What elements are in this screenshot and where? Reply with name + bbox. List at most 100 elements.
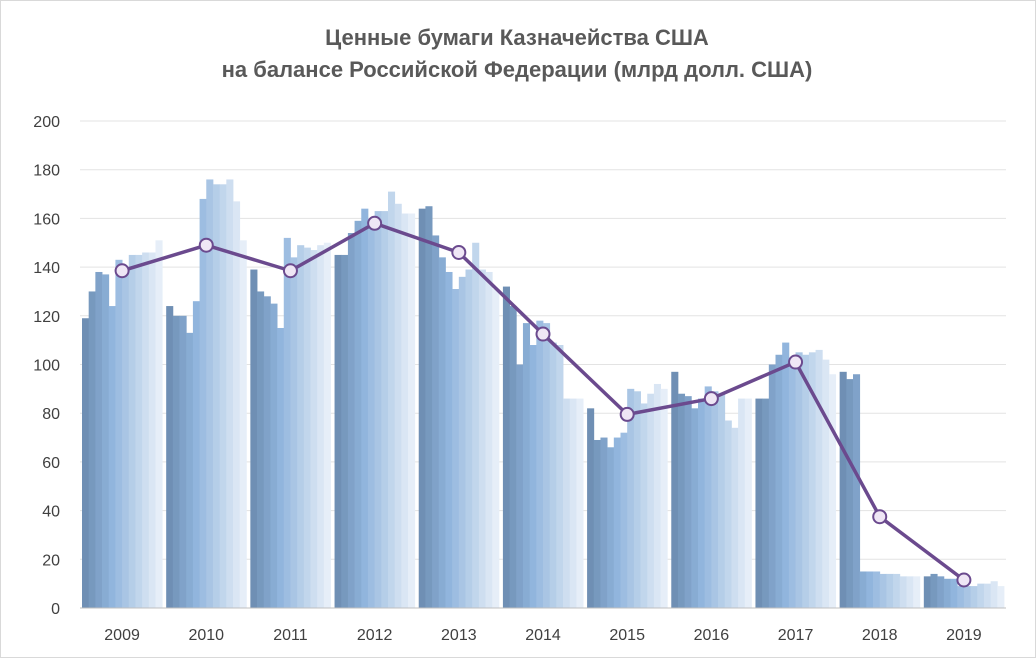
bar-2017-12	[828, 374, 837, 608]
bar-2019-4	[943, 578, 951, 608]
average-point-2009	[114, 263, 130, 279]
bar-2018-1	[839, 371, 847, 608]
bar-2014-9	[556, 345, 564, 608]
bar-2016-3	[684, 396, 692, 608]
x-tick-label-2015: 2015	[609, 627, 645, 644]
bar-2013-4	[438, 257, 446, 608]
y-axis: 0 20 40 60 80 100 120 140 160 180 200	[33, 114, 60, 618]
bar-2011-6	[283, 237, 291, 608]
bar-2011-11	[317, 245, 325, 608]
bar-2011-9	[303, 247, 311, 608]
bar-2013-12	[492, 289, 500, 608]
bar-2019-11	[990, 581, 998, 608]
bar-2015-11	[653, 383, 661, 608]
bar-2015-2	[593, 439, 601, 608]
bar-2015-10	[647, 393, 655, 608]
bar-2012-8	[381, 211, 389, 608]
bar-2010-3	[179, 315, 187, 608]
bar-2012-5	[361, 208, 369, 608]
bar-2009-5	[108, 306, 116, 608]
bar-2017-10	[815, 349, 823, 608]
y-tick-label: 100	[33, 358, 60, 375]
x-tick-label-2011: 2011	[273, 627, 308, 644]
x-tick-label-2014: 2014	[525, 627, 561, 644]
bar-2012-7	[374, 211, 382, 608]
bar-2018-7	[879, 573, 887, 608]
y-tick-label: 60	[42, 455, 60, 472]
bar-2013-1	[418, 208, 426, 608]
bar-2010-9	[219, 184, 227, 608]
bar-2018-10	[899, 576, 907, 608]
bar-2009-7	[122, 271, 130, 608]
bar-2014-7	[543, 323, 551, 608]
bar-2019-8	[970, 586, 978, 608]
x-tick-label-2019: 2019	[946, 627, 982, 644]
bar-2013-8	[465, 269, 473, 608]
bar-2019-9	[977, 583, 985, 608]
bar-2018-6	[873, 571, 881, 608]
bar-2011-4	[270, 303, 278, 609]
y-tick-label: 120	[33, 309, 60, 326]
y-tick-label: 200	[33, 114, 60, 131]
bar-2010-7	[206, 179, 214, 608]
bar-2011-1	[250, 269, 258, 608]
bar-2014-1	[502, 286, 510, 608]
bar-2016-4	[691, 408, 699, 608]
bar-2014-10	[563, 398, 571, 608]
y-tick-label: 180	[33, 163, 60, 180]
bar-2019-6	[957, 586, 965, 608]
bar-2019-3	[937, 576, 945, 608]
bar-2019-5	[950, 578, 958, 608]
bar-2012-6	[367, 223, 376, 608]
bar-2010-10	[226, 179, 234, 608]
y-tick-label: 20	[42, 552, 60, 569]
chart-title-line-1: Ценные бумаги Казначейства США	[325, 25, 709, 50]
bar-2015-7	[627, 388, 635, 608]
bar-2015-3	[600, 437, 608, 608]
bar-2016-5	[698, 398, 706, 608]
bar-2012-12	[408, 213, 416, 608]
bar-2016-6	[704, 386, 712, 608]
bar-2016-7	[711, 391, 719, 608]
bar-2011-3	[263, 296, 271, 608]
bar-2014-3	[516, 364, 524, 608]
bar-2013-6	[452, 289, 460, 608]
bar-2014-4	[522, 323, 531, 608]
bar-2016-1	[671, 371, 679, 608]
average-point-2010	[198, 237, 214, 253]
bar-2010-1	[166, 306, 174, 608]
average-point-2015	[619, 406, 635, 422]
bar-2018-2	[846, 379, 854, 608]
bar-2011-5	[277, 327, 285, 608]
bar-2012-11	[401, 213, 409, 608]
bar-2009-4	[102, 274, 110, 608]
bar-2012-1	[334, 254, 342, 608]
bar-2018-12	[913, 576, 921, 608]
bar-2013-9	[472, 242, 480, 608]
bar-2013-11	[485, 271, 493, 608]
bar-2009-10	[142, 252, 150, 609]
bar-2017-6	[788, 359, 796, 608]
y-tick-label: 140	[33, 260, 60, 277]
average-point-2013	[451, 244, 467, 260]
bar-2016-11	[738, 398, 746, 608]
bar-2009-12	[155, 240, 163, 608]
average-point-2012	[367, 215, 383, 231]
bar-2013-10	[478, 269, 486, 608]
y-tick-label: 40	[42, 504, 60, 521]
bar-2019-10	[983, 583, 992, 608]
bar-2009-11	[148, 252, 156, 609]
x-tick-label-2012: 2012	[357, 627, 393, 644]
bar-2015-8	[633, 391, 641, 608]
bar-2018-4	[859, 571, 867, 608]
bar-2014-11	[569, 398, 577, 608]
bar-2011-8	[297, 245, 305, 608]
bar-2019-2	[930, 573, 938, 608]
bar-2017-4	[775, 354, 783, 608]
bar-2016-10	[731, 427, 739, 608]
bar-2014-6	[536, 320, 544, 608]
bar-2013-5	[445, 271, 453, 608]
chart-title: Ценные бумаги Казначейства США на баланс…	[0, 22, 1034, 86]
monthly-bars	[82, 179, 1005, 609]
